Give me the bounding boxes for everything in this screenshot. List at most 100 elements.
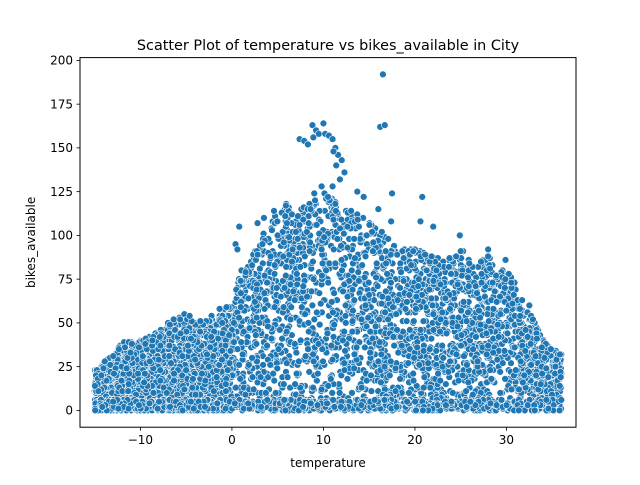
data-point	[393, 326, 401, 334]
data-point	[348, 317, 357, 325]
data-point	[134, 369, 142, 378]
data-point	[383, 270, 391, 278]
data-point	[399, 277, 408, 285]
data-point	[396, 375, 404, 383]
data-point	[457, 331, 466, 339]
data-point	[436, 376, 444, 385]
data-point	[472, 333, 480, 341]
data-point	[245, 324, 254, 332]
data-point	[457, 306, 465, 315]
data-point	[427, 252, 436, 261]
data-point	[286, 315, 295, 324]
data-point	[477, 270, 486, 278]
data-point	[409, 376, 418, 385]
data-point	[337, 256, 346, 264]
data-point	[91, 406, 99, 415]
data-point	[515, 385, 523, 394]
data-point	[276, 326, 284, 334]
data-point	[486, 264, 494, 273]
data-point	[389, 303, 397, 311]
data-point	[248, 373, 257, 381]
data-point	[291, 296, 299, 304]
data-point	[301, 352, 310, 360]
data-point	[267, 334, 276, 343]
data-point	[282, 263, 290, 271]
data-point	[222, 303, 231, 311]
data-point	[109, 352, 117, 360]
data-point	[508, 299, 517, 308]
data-point	[218, 355, 226, 364]
data-point	[547, 345, 555, 353]
data-point	[386, 371, 394, 380]
data-point	[347, 207, 355, 215]
data-point	[429, 310, 437, 318]
data-point	[354, 268, 362, 276]
data-point	[369, 238, 377, 247]
data-point	[269, 369, 277, 378]
data-point	[297, 336, 305, 345]
data-point	[273, 284, 281, 292]
data-point	[252, 340, 261, 348]
data-point	[364, 313, 372, 322]
data-point	[239, 350, 247, 359]
data-point	[178, 352, 186, 360]
data-point	[312, 221, 321, 229]
data-point	[463, 361, 471, 369]
data-point	[273, 231, 282, 240]
data-point	[307, 399, 315, 408]
data-point	[501, 375, 509, 383]
data-point	[487, 375, 496, 383]
data-point	[499, 359, 507, 367]
data-point	[212, 373, 221, 381]
data-point	[438, 362, 447, 371]
data-point	[237, 303, 245, 311]
data-point	[126, 348, 135, 357]
data-point	[266, 252, 275, 261]
data-point	[146, 357, 154, 366]
data-point	[338, 266, 346, 275]
data-point	[426, 383, 434, 392]
data-point	[141, 340, 149, 348]
data-point	[469, 390, 477, 399]
data-point	[155, 397, 163, 406]
data-point	[332, 207, 340, 215]
data-point	[305, 368, 313, 376]
data-point	[445, 254, 454, 262]
data-point	[148, 336, 157, 345]
data-point	[392, 310, 400, 318]
data-point	[377, 299, 386, 308]
data-point	[422, 266, 431, 275]
data-point	[412, 305, 420, 313]
data-point	[397, 268, 405, 276]
data-point	[283, 373, 292, 381]
data-point	[292, 228, 300, 236]
data-point	[410, 317, 418, 325]
data-point	[167, 359, 175, 367]
data-point	[245, 361, 253, 369]
data-point	[327, 341, 335, 350]
data-point	[555, 406, 564, 415]
data-point	[318, 271, 326, 280]
data-point	[414, 282, 422, 290]
data-point	[429, 326, 438, 334]
data-point	[382, 247, 390, 255]
data-point	[210, 387, 218, 395]
data-point	[358, 261, 366, 269]
data-point	[403, 298, 411, 306]
data-point	[256, 264, 264, 273]
data-point	[413, 343, 421, 352]
data-point	[327, 375, 335, 383]
data-point	[529, 315, 537, 324]
data-point	[335, 389, 344, 397]
data-point	[252, 285, 261, 294]
data-point	[310, 357, 318, 366]
data-point	[510, 343, 519, 352]
data-point	[381, 308, 389, 317]
data-point	[355, 277, 363, 285]
data-point	[225, 359, 234, 367]
data-point	[330, 320, 338, 329]
data-point	[365, 221, 374, 229]
data-point	[165, 341, 174, 350]
data-point	[462, 317, 471, 325]
data-point	[182, 366, 190, 374]
